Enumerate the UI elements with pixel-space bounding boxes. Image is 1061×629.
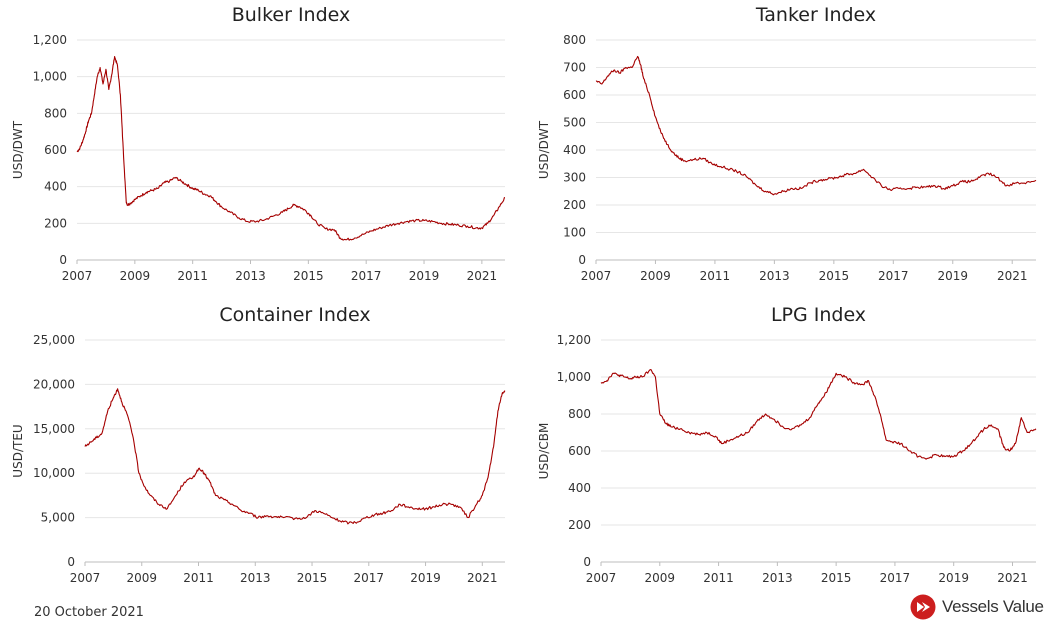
x-tick-label: 2011 [700,269,731,283]
x-tick-label: 2013 [235,269,266,283]
y-tick-label: 0 [67,555,75,569]
x-tick-label: 2007 [70,571,101,585]
chart-title: Bulker Index [232,4,351,26]
y-tick-label: 200 [44,216,67,230]
series-line-0 [76,55,505,241]
x-tick-label: 2019 [409,269,440,283]
x-tick-label: 2021 [997,571,1028,585]
y-tick-label: 1,000 [557,370,591,384]
x-tick-label: 2009 [126,571,157,585]
vesselsvalue-logo-icon [910,594,936,620]
y-tick-label: 15,000 [33,422,75,436]
y-axis-label: USD/DWT [537,120,551,179]
x-tick-label: 2009 [640,269,671,283]
x-tick-label: 2015 [821,571,852,585]
chart-panel-2: 0 5,000 10,000 15,000 20,000 25,000 2007 2009 20… [11,304,506,585]
chart-panel-1: 0 100 200 300 400 500 600 700 800 2007 2009 2011 201… [537,4,1037,283]
x-tick-label: 2009 [120,269,151,283]
y-tick-label: 800 [563,33,586,47]
y-tick-label: 1,200 [33,33,67,47]
y-tick-label: 1,200 [557,333,591,347]
y-axis-label: USD/CBM [537,423,551,480]
x-tick-label: 2011 [177,269,208,283]
y-tick-label: 600 [568,444,591,458]
x-tick-label: 2007 [581,269,612,283]
y-tick-label: 400 [44,180,67,194]
x-tick-label: 2013 [240,571,271,585]
logo-text: Vessels Value [942,597,1044,616]
y-tick-label: 200 [563,198,586,212]
x-tick-label: 2021 [467,571,498,585]
y-tick-label: 100 [563,226,586,240]
x-tick-label: 2015 [293,269,324,283]
y-tick-label: 600 [44,143,67,157]
x-tick-label: 2013 [759,269,790,283]
chart-title: Container Index [219,304,370,326]
y-tick-label: 0 [578,253,586,267]
y-tick-label: 500 [563,116,586,130]
series-line-0 [84,388,506,525]
series-line-0 [595,55,1037,196]
x-tick-label: 2019 [410,571,441,585]
y-tick-label: 5,000 [41,511,75,525]
y-tick-label: 700 [563,61,586,75]
y-axis-label: USD/DWT [11,120,25,179]
x-tick-label: 2007 [586,571,617,585]
series-line-0 [600,369,1037,460]
x-tick-label: 2017 [878,269,909,283]
y-tick-label: 1,000 [33,70,67,84]
x-tick-label: 2019 [937,269,968,283]
chart-panel-3: 0 200 400 600 800 1,000 1,200 2007 2009 2011 2013 2… [537,304,1037,585]
y-tick-label: 0 [59,253,67,267]
x-tick-label: 2011 [183,571,214,585]
report-date: 20 October 2021 [34,605,144,620]
x-tick-label: 2021 [997,269,1028,283]
y-tick-label: 600 [563,88,586,102]
y-tick-label: 300 [563,171,586,185]
chart-title: LPG Index [771,304,866,326]
y-tick-label: 25,000 [33,333,75,347]
x-tick-label: 2007 [62,269,93,283]
y-tick-label: 0 [583,555,591,569]
x-tick-label: 2015 [297,571,328,585]
x-tick-label: 2013 [762,571,793,585]
y-tick-label: 10,000 [33,466,75,480]
y-tick-label: 20,000 [33,377,75,391]
y-tick-label: 200 [568,518,591,532]
x-tick-label: 2017 [351,269,382,283]
x-tick-label: 2019 [938,571,969,585]
x-tick-label: 2015 [819,269,850,283]
x-tick-label: 2021 [467,269,498,283]
y-tick-label: 400 [568,481,591,495]
x-tick-label: 2017 [354,571,385,585]
x-tick-label: 2017 [880,571,911,585]
y-tick-label: 800 [44,106,67,120]
y-axis-label: USD/TEU [11,424,25,477]
y-tick-label: 400 [563,143,586,157]
vesselsvalue-logo: Vessels Value [910,593,1056,621]
chart-panel-0: 0 200 400 600 800 1,000 1,200 2007 2009 2011 2013 2… [11,4,505,283]
y-tick-label: 800 [568,407,591,421]
x-tick-label: 2011 [703,571,734,585]
chart-title: Tanker Index [755,4,876,26]
x-tick-label: 2009 [645,571,676,585]
